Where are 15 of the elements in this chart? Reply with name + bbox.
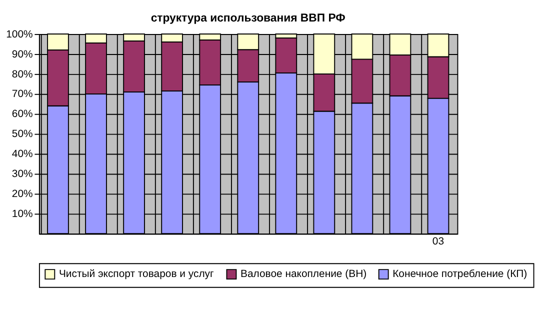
- chart-title: структура использования ВВП РФ: [150, 12, 346, 25]
- y-tick-label: 100%: [6, 29, 33, 40]
- y-tick-label: 60%: [12, 109, 33, 120]
- legend-label: Чистый экспорт товаров и услуг: [58, 269, 214, 280]
- y-tick-label: 20%: [12, 189, 33, 200]
- y-tick-label: 70%: [12, 89, 33, 100]
- y-tick-label: 50%: [12, 129, 33, 140]
- y-tick-label: 90%: [12, 49, 33, 60]
- y-tick-label: 40%: [12, 149, 33, 160]
- y-tick-label: 30%: [12, 169, 33, 180]
- x-tick-label: 03: [432, 236, 444, 248]
- y-tick-label: 80%: [12, 69, 33, 80]
- y-tick-label: 10%: [12, 209, 33, 220]
- legend-label: Конечное потребление (КП): [392, 269, 528, 280]
- legend-label: Валовое накопление (ВН): [240, 269, 367, 280]
